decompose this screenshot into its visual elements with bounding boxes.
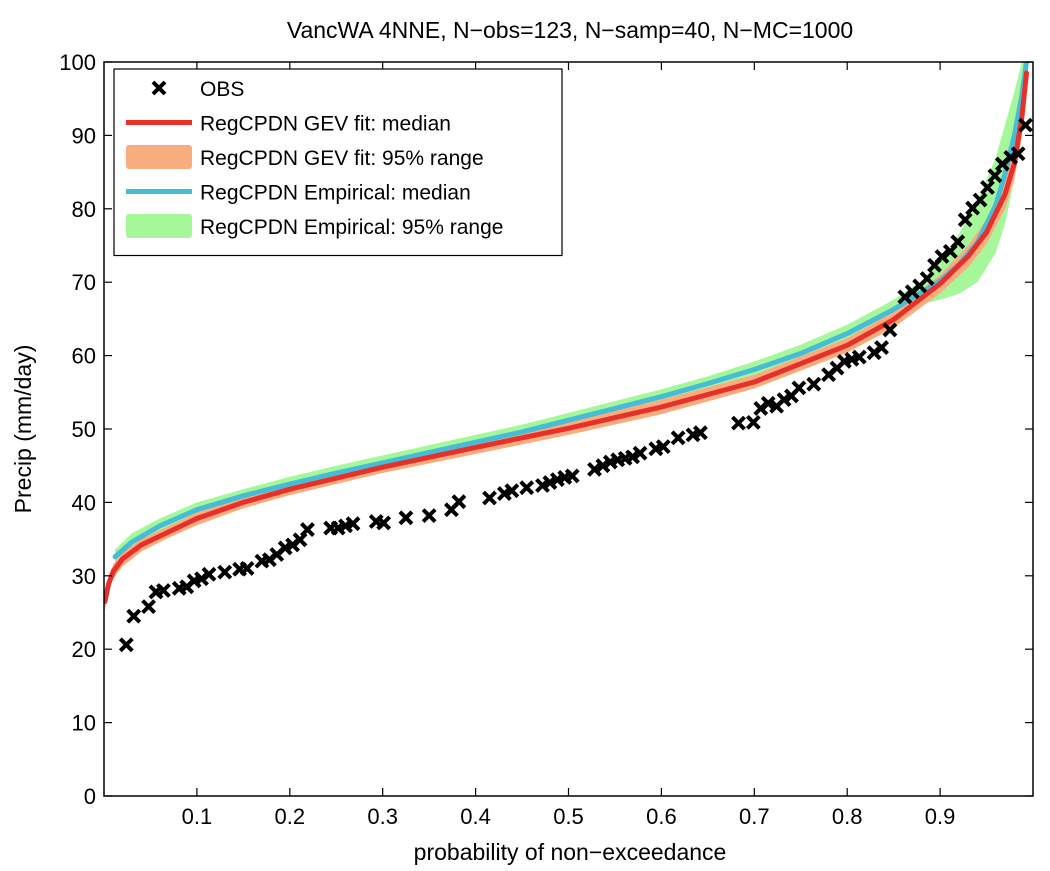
obs-point [693,425,708,441]
legend-label: RegCPDN Empirical: 95% range [200,216,503,239]
legend-swatch-band [126,214,192,238]
obs-point [451,494,467,510]
obs-point [655,439,671,455]
obs-point [292,532,308,548]
x-tick-label: 0.6 [646,804,677,829]
obs-point [882,322,898,338]
y-tick-label: 70 [72,270,96,295]
obs-point [300,522,315,537]
obs-point [376,515,392,531]
obs-point [972,192,988,208]
obs-point [126,608,142,624]
obs-point [957,212,973,228]
y-tick-label: 100 [59,50,96,75]
obs-point [564,468,580,484]
obs-point [980,180,995,195]
y-tick-label: 80 [72,197,96,222]
obs-markers [118,117,1033,653]
obs-point [987,168,1003,184]
obs-point [670,430,686,446]
obs-point [118,637,134,653]
obs-point [1003,150,1019,165]
obs-point [851,349,867,365]
obs-point [194,571,209,587]
obs-point [934,249,950,264]
y-tick-label: 0 [84,784,96,809]
y-tick-label: 20 [72,637,96,662]
x-tick-label: 0.5 [553,804,584,829]
obs-point [731,415,746,431]
obs-point [504,483,520,499]
obs-point [421,508,437,524]
x-tick-label: 0.2 [275,804,306,829]
obs-point [1018,117,1033,133]
legend-label: RegCPDN Empirical: median [200,182,471,205]
obs-point [1010,146,1026,162]
obs-point [398,510,414,526]
y-tick-label: 40 [72,490,96,515]
y-tick-label: 10 [72,711,96,736]
obs-point [201,566,217,582]
x-tick-label: 0.4 [460,804,491,829]
legend-label: RegCPDN GEV fit: median [200,113,451,136]
chart-title: VancWA 4NNE, N−obs=123, N−samp=40, N−MC=… [287,17,853,43]
obs-point [791,380,807,396]
obs-point [625,449,641,465]
obs-point [519,480,535,496]
legend-swatch-band [126,145,192,169]
legend-swatch-obs [151,80,167,96]
obs-point [806,376,822,392]
x-tick-label: 0.3 [367,804,398,829]
axes: 0.1 0.2 0.3 0.4 0.5 0.6 0.7 0.8 0.9 0 10 20 30 40 50 60… [59,50,1034,829]
y-axis-label: Precip (mm/day) [10,345,36,514]
obs-point [345,516,361,532]
x-tick-label: 0.9 [925,804,956,829]
obs-point [745,414,761,430]
obs-point [217,564,233,580]
obs-point [239,561,255,576]
series-line-3 [104,70,1029,604]
x-tick-label: 0.1 [182,804,213,829]
obs-point [587,461,602,477]
y-tick-label: 60 [72,344,96,369]
obs-point [776,392,792,408]
obs-point [874,340,889,355]
legend: OBS RegCPDN GEV fit: median RegCPDN GEV fi… [113,68,563,257]
series-line-2 [112,62,1029,560]
y-tick-label: 50 [72,417,96,442]
legend-label: OBS [200,78,244,101]
obs-point [482,490,497,506]
obs-point [632,445,648,461]
obs-point [595,458,611,474]
obs-point [156,583,171,598]
obs-point [141,599,157,615]
x-tick-label: 0.8 [832,804,863,829]
x-tick-label: 0.7 [739,804,770,829]
plot-area [104,62,1033,653]
x-axis-label: probability of non−exceedance [414,839,727,865]
obs-point [950,234,966,250]
y-tick-label: 90 [72,123,96,148]
y-tick-label: 30 [72,564,96,589]
legend-label: RegCPDN GEV fit: 95% range [200,147,484,170]
obs-point [919,271,935,286]
